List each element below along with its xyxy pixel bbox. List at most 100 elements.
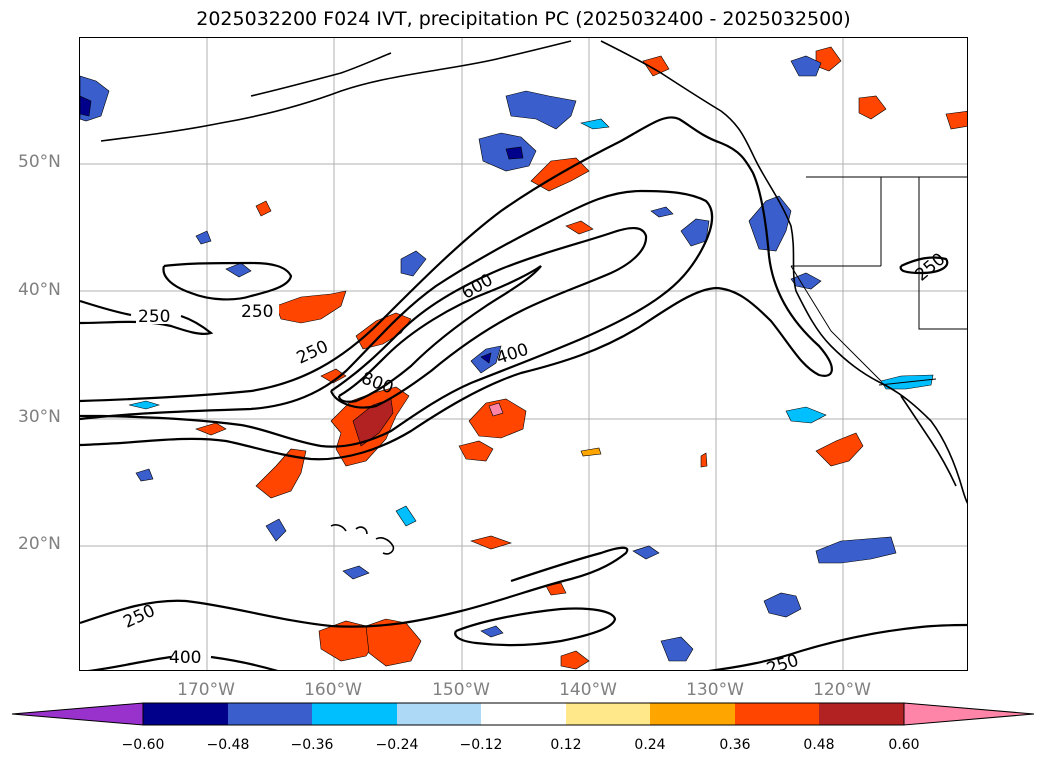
precip-patch (225, 262, 252, 278)
ivt-contour-600 (329, 227, 648, 409)
precip-patch (480, 625, 504, 638)
ivt-contour-400 (80, 189, 714, 448)
lon-label-140w: 140°W (559, 680, 617, 700)
precip-patch (458, 440, 494, 462)
ivt-contour-250-south-2 (454, 607, 617, 647)
state-border (790, 177, 967, 382)
precip-patch (468, 398, 527, 439)
precip-patch (763, 592, 802, 618)
precip-patch (565, 220, 594, 235)
lat-label-30n: 30°N (18, 407, 61, 427)
lon-label-120w: 120°W (813, 680, 871, 700)
colorbar-tick: −0.48 (206, 737, 250, 753)
colorbar-tick: −0.36 (290, 737, 334, 753)
contour-label: 250 (764, 651, 801, 671)
baja-coast (900, 395, 957, 487)
precip-patch (642, 55, 670, 77)
ivt-contour-400-south (87, 655, 279, 670)
precip-patch (858, 95, 887, 120)
lon-label-130w: 130°W (686, 680, 744, 700)
precip-patch (815, 46, 842, 72)
colorbar-segment (481, 703, 566, 725)
colorbar-segment (397, 703, 481, 725)
precip-patch (352, 398, 394, 447)
colorbar-tick: 0.60 (888, 737, 920, 753)
precip-patch (275, 290, 347, 324)
precip-patch (790, 55, 822, 77)
precip-patch (748, 195, 792, 252)
colorbar-segment (228, 703, 312, 725)
colorbar-segment (143, 703, 228, 725)
contour-label: 250 (241, 302, 273, 322)
precip-patch (400, 250, 427, 277)
coastlines (100, 40, 967, 555)
precip-patch (785, 406, 827, 424)
colorbar-tick: 0.12 (550, 737, 582, 753)
political-borders (790, 176, 967, 386)
precip-patch (128, 400, 161, 410)
colorbar-segment (735, 703, 819, 725)
precip-patch (560, 650, 590, 670)
lat-label-50n: 50°N (18, 152, 61, 172)
precip-patch (505, 90, 577, 130)
precip-patch (488, 402, 504, 417)
lat-label-40n: 40°N (18, 280, 61, 300)
precip-patch (815, 536, 897, 564)
precip-patch (255, 448, 307, 499)
map-canvas: 250 250 250 600 400 800 250 400 250 250 (80, 38, 967, 671)
colorbar-tick: 0.48 (803, 737, 835, 753)
colorbar-max-arrow (903, 702, 1035, 726)
mexico-border (878, 378, 937, 386)
lon-label-170w: 170°W (177, 680, 235, 700)
ivt-contour-250-se (707, 623, 967, 670)
precip-patch (660, 636, 694, 662)
precip-patch (342, 565, 370, 580)
precip-patch (255, 200, 272, 217)
precip-patch (365, 618, 422, 667)
colorbar-segment (312, 703, 397, 725)
precip-patch (580, 447, 602, 457)
ivt-contour-250-south (80, 546, 629, 628)
precip-patch (580, 118, 610, 130)
north-america-coast (600, 40, 967, 504)
colorbar-min-arrow (11, 702, 144, 726)
ivt-contour-800 (337, 265, 542, 403)
colorbar-segment (566, 703, 650, 725)
ivt-contours (80, 116, 967, 670)
ivt-contour-250-west-2 (162, 261, 293, 301)
precip-patch (680, 218, 710, 247)
precip-patch (265, 518, 287, 542)
contour-label: 250 (138, 307, 170, 327)
precip-patch (395, 505, 417, 527)
ivt-contour-250-ne (899, 256, 949, 275)
precip-patch (945, 110, 967, 130)
precip-patch (135, 468, 154, 482)
colorbar-segment (819, 703, 904, 725)
colorbar-tick: −0.60 (121, 737, 165, 753)
precip-patch (470, 535, 512, 550)
precip-patch (632, 545, 660, 560)
colorbar-tick: −0.24 (375, 737, 419, 753)
precip-patch (480, 352, 492, 364)
colorbar-tick: 0.24 (634, 737, 666, 753)
map-panel: 250 250 250 600 400 800 250 400 250 250 (79, 37, 968, 671)
ivt-contour-250-west (80, 299, 214, 335)
precip-patch (505, 146, 524, 160)
contour-label: 600 (458, 270, 496, 304)
precip-patch (195, 230, 212, 245)
negative-precip-patches (80, 55, 934, 662)
contour-label: 250 (912, 249, 950, 285)
colorbar-tick: −0.12 (459, 737, 503, 753)
precip-patch (80, 95, 92, 117)
contour-label: 250 (120, 601, 158, 633)
precip-patch (815, 432, 864, 467)
contour-label: 400 (494, 340, 531, 369)
precip-patch (700, 452, 708, 468)
colorbar-segment (650, 703, 735, 725)
hawaii-islands (330, 524, 395, 555)
precip-patch (195, 422, 227, 436)
lon-label-160w: 160°W (304, 680, 362, 700)
contour-label: 400 (169, 648, 201, 668)
colorbar-tick: 0.36 (719, 737, 751, 753)
ivt-contour-250 (80, 116, 833, 461)
